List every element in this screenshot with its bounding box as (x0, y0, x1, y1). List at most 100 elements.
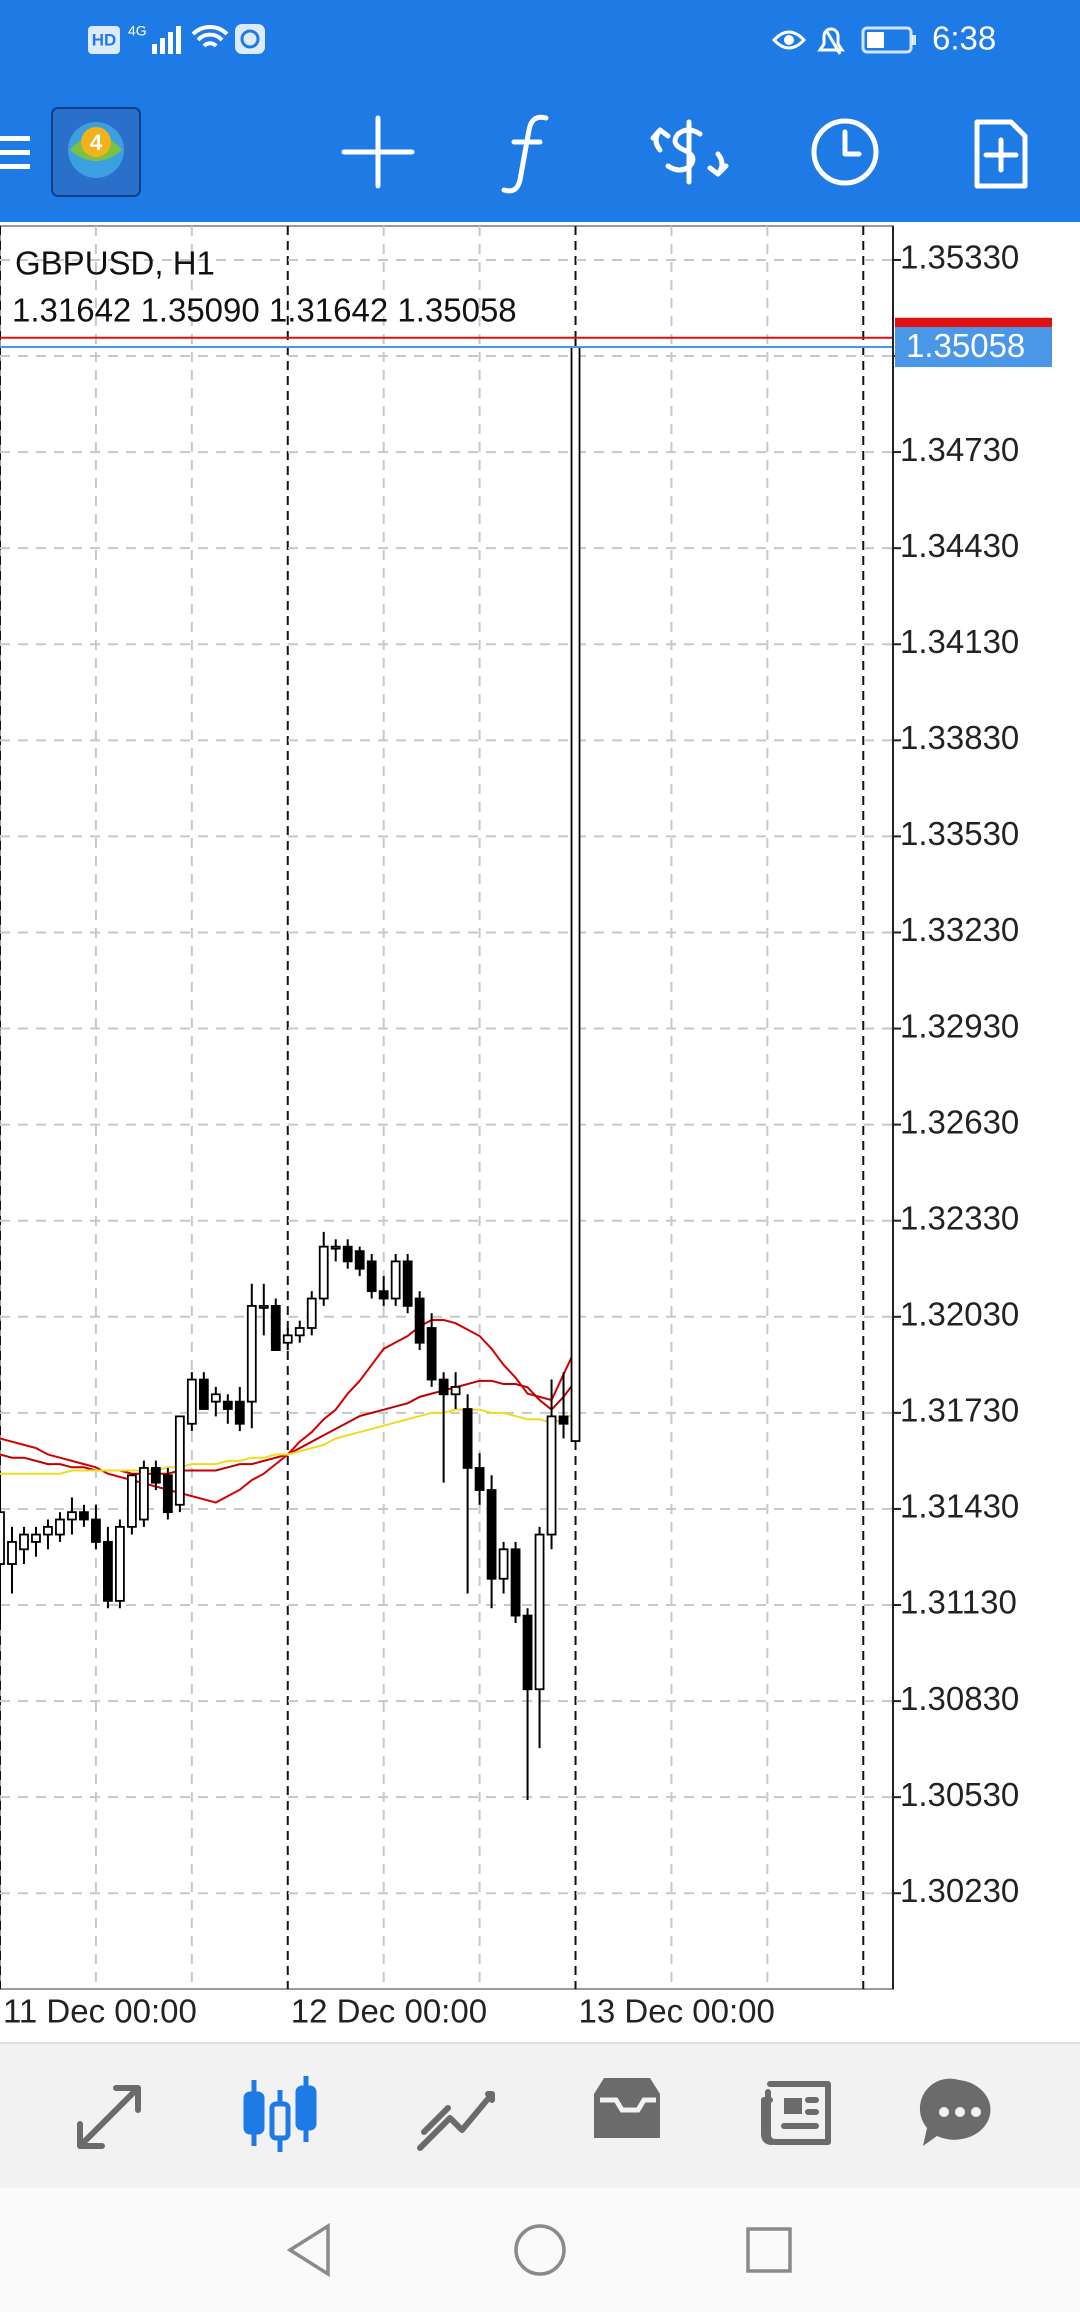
candle-body (402, 1260, 413, 1307)
candle-body (486, 1489, 497, 1580)
candle-body (270, 1304, 281, 1351)
y-tick-label: 1.31430 (900, 1488, 1019, 1525)
hd-badge: HD (92, 30, 117, 49)
app-logo[interactable]: 4 (51, 107, 141, 197)
battery-tip (912, 35, 916, 45)
chart-tab[interactable] (243, 2076, 317, 2152)
quotes-tab[interactable] (77, 2085, 141, 2149)
battery-icon (861, 26, 913, 54)
y-tick-label: 1.34430 (900, 527, 1019, 564)
y-tick-label: 1.32330 (900, 1199, 1019, 1236)
candle-body (67, 1511, 77, 1521)
candle-body (306, 1297, 317, 1329)
candle-body (55, 1518, 65, 1536)
x-tick-label: 13 Dec 00:00 (579, 1993, 775, 2030)
axes: 1.353301.350301.347301.344301.341301.338… (3, 239, 1052, 2030)
back-button[interactable] (286, 2222, 330, 2278)
mute-icon (817, 27, 845, 55)
candle-body (522, 1614, 533, 1691)
candle-body (162, 1474, 173, 1514)
candle-body (198, 1378, 209, 1410)
plot-area (0, 225, 894, 1990)
history-tab[interactable] (594, 2078, 660, 2138)
trade-button[interactable] (650, 119, 729, 185)
candle-body (234, 1400, 245, 1425)
candle-body (462, 1408, 473, 1469)
chat-tab[interactable] (919, 2078, 991, 2146)
candle-body (534, 1533, 545, 1691)
indicator-line (0, 1408, 576, 1475)
candle-body (570, 346, 581, 1442)
candle-body (174, 1415, 185, 1506)
candle-body (7, 1541, 17, 1565)
candle-body (426, 1327, 437, 1381)
grid (0, 226, 893, 1989)
y-tick-label: 1.32630 (900, 1103, 1019, 1140)
hd-badge-bg (88, 26, 120, 54)
candle-body (210, 1393, 221, 1403)
candle-body (115, 1525, 125, 1602)
indicators-button[interactable] (501, 114, 549, 194)
trade-tab[interactable] (417, 2091, 495, 2151)
status-bar: HD 4G 6:38 (88, 20, 996, 57)
candle-body (414, 1297, 425, 1344)
y-tick-label: 1.33530 (900, 815, 1019, 852)
candle-body (330, 1245, 341, 1250)
candle-body (43, 1525, 53, 1536)
y-tick-label: 1.34130 (900, 623, 1019, 660)
eye-icon (771, 30, 807, 50)
logo-badge: 4 (90, 130, 103, 155)
candle-body (342, 1245, 353, 1263)
app-notification-glyph (240, 29, 260, 49)
recents-button[interactable] (746, 2227, 792, 2273)
menu-button[interactable] (0, 136, 30, 169)
new-order-button[interactable] (974, 119, 1028, 189)
candle-body (282, 1334, 293, 1344)
bid-price-tag (895, 327, 1052, 368)
signal-icon (152, 26, 181, 54)
candle-body (246, 1304, 257, 1403)
candle-body (150, 1467, 161, 1484)
candle-body (510, 1548, 521, 1617)
candle-body (366, 1260, 377, 1293)
nav-bar (0, 2188, 1080, 2312)
y-tick-label: 1.35330 (900, 239, 1019, 276)
candle-body (126, 1474, 137, 1528)
y-tick-label: 1.31130 (900, 1584, 1017, 1621)
candle-body (438, 1378, 449, 1396)
candle-body (222, 1400, 233, 1410)
crosshair-button[interactable] (341, 115, 415, 189)
news-tab[interactable] (761, 2081, 831, 2145)
candle-body (294, 1327, 305, 1337)
x-tick-label: 11 Dec 00:00 (3, 1993, 197, 2030)
chart-title: GBPUSD, H1 (15, 245, 215, 282)
candle-body (186, 1378, 197, 1425)
candle-body (390, 1260, 401, 1300)
candle-body (546, 1415, 557, 1536)
eye-pupil (784, 35, 794, 45)
clock: 6:38 (932, 20, 996, 57)
bid-price-label: 1.35058 (906, 327, 1025, 364)
candle-body (19, 1533, 29, 1551)
y-tick-label: 1.33230 (900, 911, 1019, 948)
candle-body (258, 1304, 269, 1309)
candle-body (450, 1386, 461, 1396)
y-tick-label: 1.30830 (900, 1680, 1019, 1717)
home-button[interactable] (514, 2224, 566, 2276)
candle-body (103, 1541, 113, 1602)
y-tick-label: 1.30530 (900, 1776, 1019, 1813)
ohlc-readout: 1.31642 1.35090 1.31642 1.35058 (12, 292, 517, 329)
candle-body (378, 1290, 389, 1300)
plot (0, 336, 893, 1801)
candle-body (138, 1467, 149, 1521)
history-button[interactable] (811, 118, 879, 186)
candle-body (558, 1415, 569, 1425)
candle-body (79, 1511, 89, 1521)
candle-body (474, 1467, 485, 1491)
candle-body (354, 1250, 365, 1270)
wifi-icon (191, 24, 229, 48)
candle-body (0, 1511, 5, 1565)
y-tick-label: 1.31730 (900, 1392, 1019, 1429)
